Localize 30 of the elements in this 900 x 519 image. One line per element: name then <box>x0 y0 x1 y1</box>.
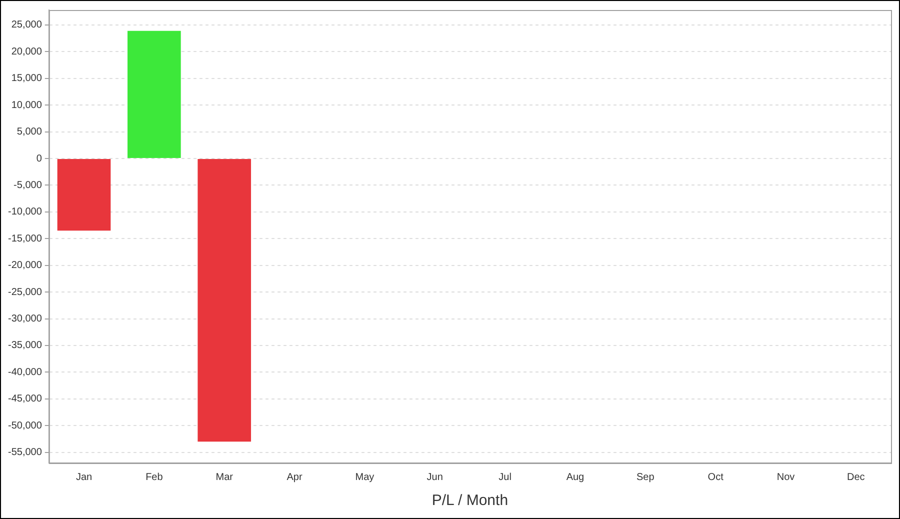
x-tick-label: Apr <box>286 472 303 483</box>
y-tick-label: 15,000 <box>11 73 42 84</box>
y-tick-label: -5,000 <box>14 180 42 191</box>
x-tick-label: Jul <box>498 472 512 483</box>
x-tick-label: May <box>355 472 374 483</box>
x-tick-label: Feb <box>146 472 164 483</box>
x-tick-label: Jan <box>76 472 92 483</box>
x-tick-label: Nov <box>776 472 795 483</box>
x-tick-label: Dec <box>847 472 865 483</box>
y-tick-label: 0 <box>36 153 42 164</box>
y-tick-label: -15,000 <box>8 233 42 244</box>
x-tick-label: Sep <box>636 472 655 483</box>
y-tick-label: 10,000 <box>11 100 42 111</box>
y-tick-label: -45,000 <box>8 394 42 405</box>
y-tick-label: -20,000 <box>8 260 42 272</box>
y-tick-label: -40,000 <box>8 366 42 378</box>
y-tick-label: -55,000 <box>8 447 42 458</box>
x-tick-label: Aug <box>566 472 584 483</box>
y-tick-label: 20,000 <box>11 46 42 58</box>
x-axis-title: P/L / Month <box>432 492 508 510</box>
y-tick-label: -30,000 <box>8 314 42 325</box>
y-tick-label: 5,000 <box>16 126 42 138</box>
x-tick-label: Oct <box>708 472 724 483</box>
x-tick-label: Jun <box>426 472 443 483</box>
y-tick-label: -50,000 <box>8 420 42 432</box>
y-tick-label: -35,000 <box>8 340 42 352</box>
y-tick-label: -25,000 <box>8 286 42 298</box>
y-tick-label: 25,000 <box>11 20 42 31</box>
x-tick-label: Mar <box>216 472 234 483</box>
y-tick-label: -10,000 <box>8 206 42 218</box>
